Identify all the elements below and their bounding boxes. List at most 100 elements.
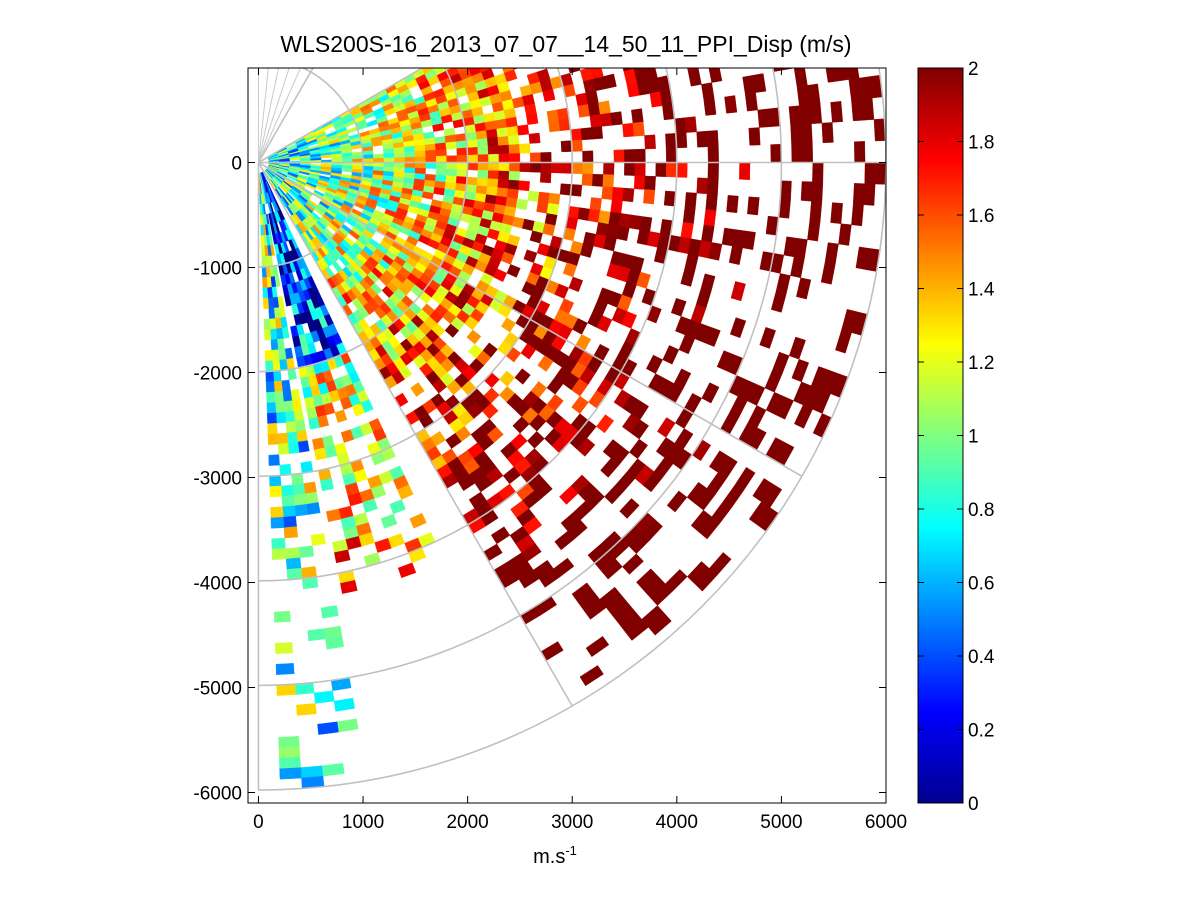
data-cell [498,162,510,172]
data-cell [854,141,866,163]
data-cell [694,568,718,592]
data-cell [262,287,269,299]
data-cell [304,491,319,505]
data-cell [548,120,561,133]
data-cell [582,0,597,2]
data-cell [602,174,615,188]
data-cell [341,155,353,160]
data-cell [704,326,721,347]
data-cell [747,196,760,216]
data-cell [487,137,499,147]
data-cell [521,6,535,21]
data-cell [540,152,552,163]
data-cell [264,329,272,341]
data-cell [542,88,556,102]
data-cell [680,268,696,287]
data-cell [476,138,489,148]
data-cell [589,197,602,211]
data-cell [554,530,575,551]
data-cell [703,98,717,116]
plot-frame [247,67,887,804]
data-cell [306,502,321,515]
data-cell [296,430,308,443]
data-cell [800,123,813,144]
data-cell [631,108,644,124]
colorbar-tick-label: 1 [968,427,979,448]
data-cell [662,345,680,365]
data-cell [634,148,646,163]
data-cell [619,498,640,519]
data-cell [264,192,269,204]
data-cell [589,114,602,128]
data-cell [275,411,287,424]
data-cell [277,348,287,361]
data-cell [587,102,601,117]
data-cell [546,109,560,122]
data-cell [812,162,824,183]
data-cell [509,162,521,172]
data-cell [435,162,447,170]
data-cell [707,146,719,163]
data-cell [863,183,876,206]
data-cell [435,142,447,151]
data-cell [334,409,348,423]
data-cell [830,101,843,123]
data-cell [582,162,594,175]
data-cell [266,412,277,425]
data-cell [455,176,468,185]
data-cell [434,136,446,145]
data-cell [271,548,287,560]
data-cell [455,140,468,149]
data-cell [550,162,563,174]
data-cell [403,145,416,153]
data-cell [508,171,521,181]
data-cell [414,162,427,169]
data-cell [380,513,398,529]
data-cell [505,116,518,128]
data-cell [706,177,719,195]
data-cell [333,697,355,712]
data-cell [539,172,552,184]
data-cell [271,349,280,361]
data-cell [498,144,510,155]
data-cell [303,481,317,495]
data-cell [425,149,437,157]
data-cell [851,98,864,122]
data-cell [276,683,296,696]
data-cell [665,147,678,163]
data-cell [506,125,519,137]
data-cell [603,73,617,89]
polar-grid-spoke [257,162,573,707]
data-cell [759,327,776,349]
data-cell [548,0,563,5]
data-cell [296,703,317,716]
data-cell [600,458,620,478]
data-cell [634,162,646,177]
data-cell [524,103,537,116]
data-cell [267,423,278,435]
data-cell [383,152,395,159]
data-cell [456,169,468,178]
data-cell [770,143,782,163]
data-cell [874,162,886,185]
data-cell [862,32,876,55]
data-cell [873,118,886,142]
polar-grid-spoke [257,68,314,163]
data-cell [270,516,285,529]
data-cell [456,162,468,171]
data-cell [269,328,278,341]
data-cell [267,297,275,309]
data-cell [270,339,279,351]
chart-title: WLS200S-16_2013_07_07__14_50_11_PPI_Disp… [280,31,851,57]
data-cell [393,146,405,154]
data-cell [644,175,656,191]
data-cell [466,139,478,149]
data-cell [752,73,767,93]
data-cell [261,266,267,278]
data-cell [477,146,489,156]
data-cell [507,179,520,191]
data-cell [435,168,447,176]
data-cell [404,156,416,163]
y-tick-label: -1000 [193,259,242,280]
